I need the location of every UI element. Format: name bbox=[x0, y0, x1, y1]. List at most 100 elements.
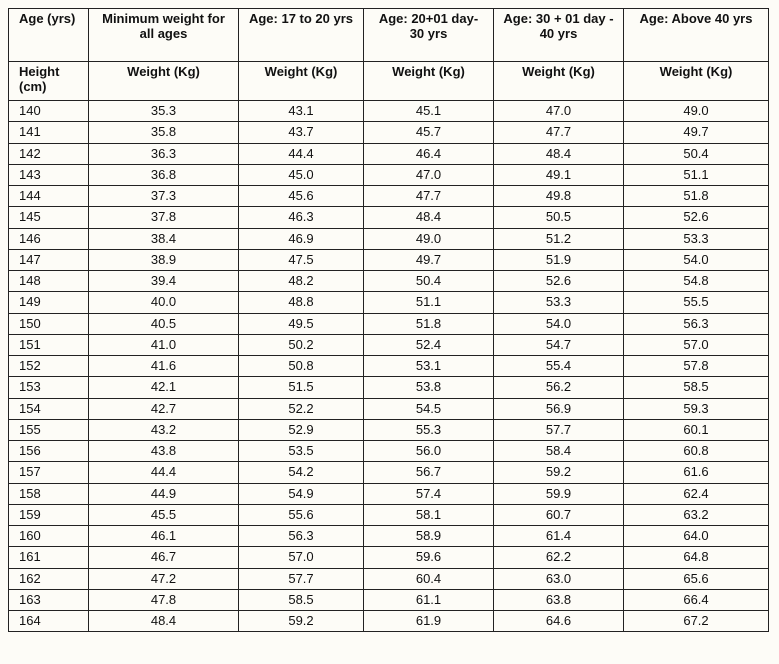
cell-weight: 63.8 bbox=[494, 589, 624, 610]
cell-weight: 57.7 bbox=[239, 568, 364, 589]
cell-weight: 54.0 bbox=[494, 313, 624, 334]
cell-weight: 48.4 bbox=[89, 611, 239, 632]
header-row-2: Height (cm) Weight (Kg) Weight (Kg) Weig… bbox=[9, 62, 769, 101]
cell-weight: 35.8 bbox=[89, 122, 239, 143]
table-row: 15543.252.955.357.760.1 bbox=[9, 419, 769, 440]
cell-weight: 39.4 bbox=[89, 271, 239, 292]
cell-height: 152 bbox=[9, 356, 89, 377]
cell-weight: 46.7 bbox=[89, 547, 239, 568]
cell-weight: 57.0 bbox=[239, 547, 364, 568]
cell-height: 151 bbox=[9, 334, 89, 355]
cell-weight: 59.9 bbox=[494, 483, 624, 504]
cell-weight: 64.0 bbox=[624, 526, 769, 547]
cell-weight: 46.1 bbox=[89, 526, 239, 547]
cell-weight: 48.4 bbox=[364, 207, 494, 228]
hdr1-age-17-20: Age: 17 to 20 yrs bbox=[239, 9, 364, 62]
table-row: 14236.344.446.448.450.4 bbox=[9, 143, 769, 164]
cell-height: 159 bbox=[9, 504, 89, 525]
cell-height: 147 bbox=[9, 249, 89, 270]
cell-weight: 61.1 bbox=[364, 589, 494, 610]
cell-weight: 56.3 bbox=[624, 313, 769, 334]
cell-weight: 49.7 bbox=[364, 249, 494, 270]
cell-weight: 51.1 bbox=[364, 292, 494, 313]
cell-weight: 54.9 bbox=[239, 483, 364, 504]
cell-weight: 52.9 bbox=[239, 419, 364, 440]
table-body: 14035.343.145.147.049.014135.843.745.747… bbox=[9, 101, 769, 632]
cell-weight: 43.8 bbox=[89, 441, 239, 462]
cell-weight: 64.6 bbox=[494, 611, 624, 632]
hdr2-weight5: Weight (Kg) bbox=[494, 62, 624, 101]
cell-weight: 40.5 bbox=[89, 313, 239, 334]
hdr1-age-40plus: Age: Above 40 yrs bbox=[624, 9, 769, 62]
hdr1-age-20-30: Age: 20+01 day- 30 yrs bbox=[364, 9, 494, 62]
cell-weight: 60.7 bbox=[494, 504, 624, 525]
cell-weight: 49.7 bbox=[624, 122, 769, 143]
cell-weight: 51.2 bbox=[494, 228, 624, 249]
cell-weight: 60.4 bbox=[364, 568, 494, 589]
table-row: 15844.954.957.459.962.4 bbox=[9, 483, 769, 504]
cell-weight: 36.8 bbox=[89, 164, 239, 185]
table-row: 15945.555.658.160.763.2 bbox=[9, 504, 769, 525]
cell-weight: 57.4 bbox=[364, 483, 494, 504]
cell-height: 140 bbox=[9, 101, 89, 122]
cell-weight: 55.3 bbox=[364, 419, 494, 440]
cell-weight: 55.4 bbox=[494, 356, 624, 377]
cell-weight: 53.3 bbox=[494, 292, 624, 313]
cell-height: 163 bbox=[9, 589, 89, 610]
cell-weight: 44.4 bbox=[239, 143, 364, 164]
cell-height: 154 bbox=[9, 398, 89, 419]
cell-weight: 66.4 bbox=[624, 589, 769, 610]
cell-height: 160 bbox=[9, 526, 89, 547]
cell-weight: 50.5 bbox=[494, 207, 624, 228]
cell-weight: 53.8 bbox=[364, 377, 494, 398]
cell-weight: 43.7 bbox=[239, 122, 364, 143]
cell-weight: 54.2 bbox=[239, 462, 364, 483]
cell-weight: 43.2 bbox=[89, 419, 239, 440]
cell-weight: 59.6 bbox=[364, 547, 494, 568]
table-header: Age (yrs) Minimum weight for all ages Ag… bbox=[9, 9, 769, 101]
cell-weight: 59.2 bbox=[239, 611, 364, 632]
table-row: 15040.549.551.854.056.3 bbox=[9, 313, 769, 334]
table-row: 14839.448.250.452.654.8 bbox=[9, 271, 769, 292]
cell-weight: 47.8 bbox=[89, 589, 239, 610]
cell-weight: 41.6 bbox=[89, 356, 239, 377]
cell-weight: 45.6 bbox=[239, 186, 364, 207]
cell-weight: 65.6 bbox=[624, 568, 769, 589]
table-row: 15342.151.553.856.258.5 bbox=[9, 377, 769, 398]
cell-weight: 44.9 bbox=[89, 483, 239, 504]
cell-height: 161 bbox=[9, 547, 89, 568]
cell-weight: 58.5 bbox=[239, 589, 364, 610]
cell-weight: 53.3 bbox=[624, 228, 769, 249]
hdr2-height: Height (cm) bbox=[9, 62, 89, 101]
cell-weight: 48.2 bbox=[239, 271, 364, 292]
cell-height: 142 bbox=[9, 143, 89, 164]
cell-height: 157 bbox=[9, 462, 89, 483]
table-row: 15643.853.556.058.460.8 bbox=[9, 441, 769, 462]
hdr2-weight4: Weight (Kg) bbox=[364, 62, 494, 101]
cell-weight: 51.9 bbox=[494, 249, 624, 270]
cell-weight: 56.3 bbox=[239, 526, 364, 547]
cell-weight: 50.4 bbox=[624, 143, 769, 164]
cell-weight: 58.9 bbox=[364, 526, 494, 547]
cell-height: 143 bbox=[9, 164, 89, 185]
cell-weight: 61.9 bbox=[364, 611, 494, 632]
cell-weight: 56.0 bbox=[364, 441, 494, 462]
cell-weight: 48.4 bbox=[494, 143, 624, 164]
cell-weight: 58.4 bbox=[494, 441, 624, 462]
cell-weight: 36.3 bbox=[89, 143, 239, 164]
cell-weight: 54.8 bbox=[624, 271, 769, 292]
cell-weight: 54.7 bbox=[494, 334, 624, 355]
cell-weight: 63.0 bbox=[494, 568, 624, 589]
cell-weight: 63.2 bbox=[624, 504, 769, 525]
cell-height: 162 bbox=[9, 568, 89, 589]
hdr1-age-30-40: Age: 30 + 01 day - 40 yrs bbox=[494, 9, 624, 62]
table-row: 14940.048.851.153.355.5 bbox=[9, 292, 769, 313]
cell-weight: 49.0 bbox=[624, 101, 769, 122]
cell-weight: 57.7 bbox=[494, 419, 624, 440]
cell-weight: 50.8 bbox=[239, 356, 364, 377]
cell-weight: 46.4 bbox=[364, 143, 494, 164]
cell-weight: 45.5 bbox=[89, 504, 239, 525]
table-row: 14638.446.949.051.253.3 bbox=[9, 228, 769, 249]
cell-weight: 60.1 bbox=[624, 419, 769, 440]
cell-weight: 62.4 bbox=[624, 483, 769, 504]
